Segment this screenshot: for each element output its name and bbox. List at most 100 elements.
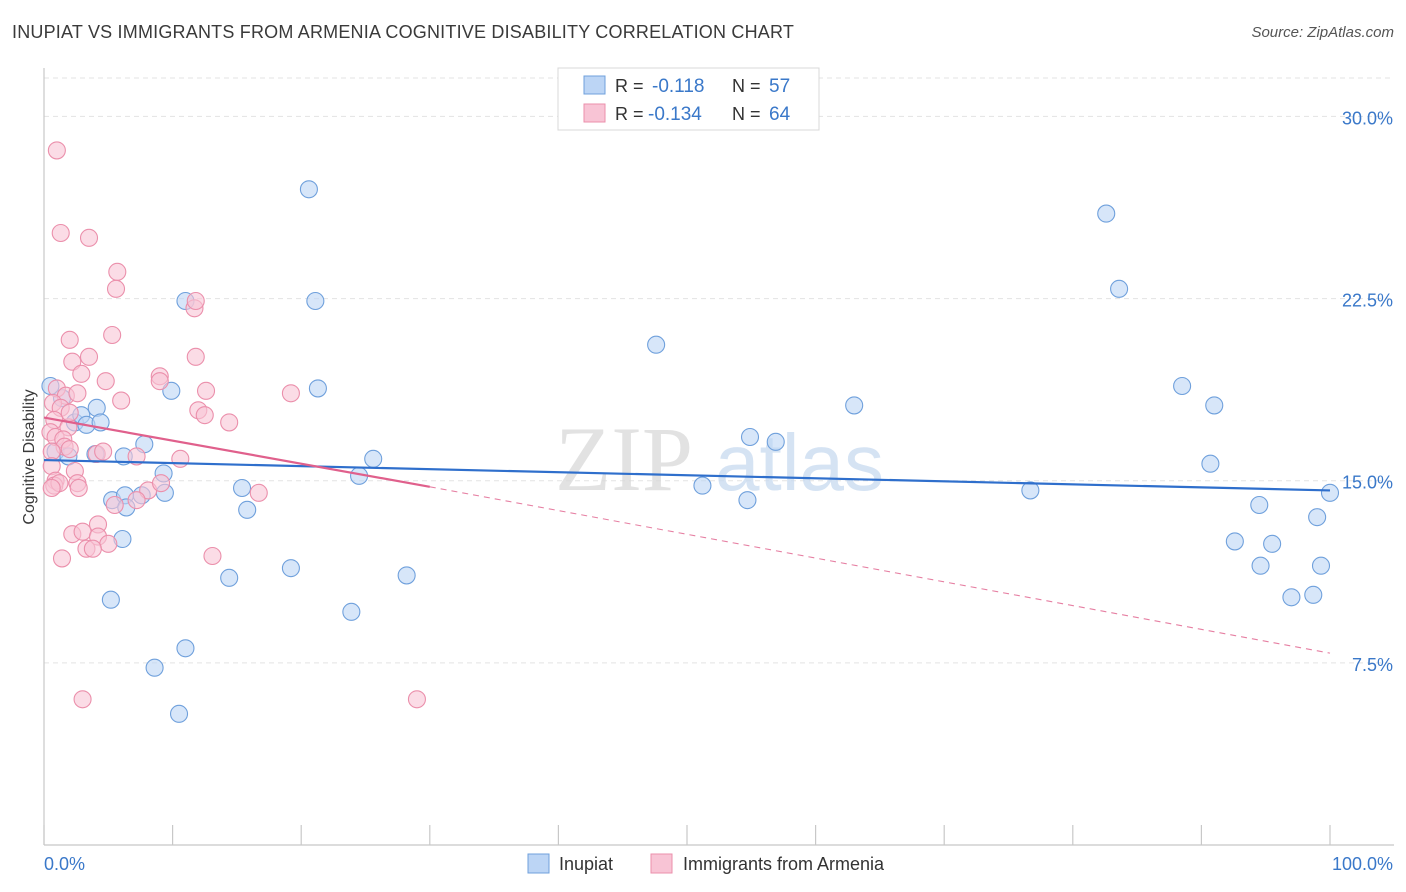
inupiat-point-53 <box>1304 585 1323 604</box>
armenia-point-9 <box>79 347 99 366</box>
armenia-point-15 <box>150 372 169 391</box>
legend-box: R = -0.118 N = 57 R = -0.134 N = 64 <box>557 67 820 131</box>
grid-lines <box>44 77 1394 664</box>
legend-n-value-2: 64 <box>769 104 791 125</box>
y-axis-label: Cognitive Disability <box>21 389 38 524</box>
armenia-trend-line-extension <box>429 486 1331 654</box>
inupiat-point-38 <box>738 491 757 510</box>
inupiat-point-12 <box>101 590 120 609</box>
armenia-point-11 <box>63 352 82 371</box>
armenia-point-6 <box>186 291 205 311</box>
inupiat-point-41 <box>845 396 864 415</box>
inupiat-point-32 <box>220 568 239 587</box>
inupiat-point-27 <box>308 379 327 398</box>
armenia-point-62 <box>60 403 79 422</box>
bottom-legend-inupiat: Inupiat <box>559 854 613 874</box>
inupiat-point-36 <box>647 335 666 354</box>
legend-r-value-1: -0.118 <box>652 76 704 97</box>
y-tick-label-3: 30.0% <box>1342 108 1393 128</box>
inupiat-point-21 <box>176 639 195 658</box>
armenia-point-63 <box>171 449 190 468</box>
armenia-point-45 <box>69 478 88 498</box>
inupiat-point-30 <box>238 500 257 519</box>
armenia-point-28 <box>220 413 239 432</box>
armenia-point-52 <box>83 539 102 558</box>
armenia-point-0 <box>47 141 66 160</box>
inupiat-point-35 <box>397 566 416 585</box>
armenia-point-27 <box>195 406 214 425</box>
bottom-legend-swatch-armenia <box>650 853 673 874</box>
inupiat-point-18 <box>145 658 164 677</box>
armenia-point-10 <box>186 347 205 366</box>
inupiat-point-49 <box>1250 495 1269 515</box>
armenia-point-35 <box>94 442 113 461</box>
y-tick-label-2: 22.5% <box>1342 291 1393 311</box>
inupiat-point-33 <box>162 381 181 400</box>
armenia-point-3 <box>108 262 127 281</box>
inupiat-point-46 <box>1201 454 1220 473</box>
armenia-point-12 <box>72 364 91 383</box>
inupiat-point-47 <box>1205 396 1224 415</box>
legend-n-value-1: 57 <box>769 76 790 97</box>
bottom-legend-swatch-inupiat <box>527 853 550 874</box>
armenia-point-36 <box>127 447 146 466</box>
armenia-point-7 <box>103 325 122 345</box>
inupiat-point-26 <box>306 291 325 311</box>
inupiat-point-40 <box>766 432 785 451</box>
legend-r-value-2: -0.134 <box>648 104 702 125</box>
inupiat-point-45 <box>1173 376 1192 396</box>
armenia-point-33 <box>60 440 79 459</box>
axes <box>43 68 1394 846</box>
armenia-point-60 <box>127 491 146 510</box>
watermark-zip: ZIP <box>555 408 693 510</box>
bottom-legend-armenia: Immigrants from Armenia <box>683 854 885 874</box>
inupiat-point-48 <box>1225 532 1244 551</box>
armenia-point-59 <box>151 474 171 493</box>
inupiat-point-56 <box>1311 556 1331 575</box>
inupiat-point-23 <box>232 478 252 498</box>
armenia-point-19 <box>112 391 131 410</box>
armenia-point-20 <box>196 381 216 400</box>
tick-labels: 7.5% 15.0% 22.5% 30.0% 0.0% 100.0% <box>44 108 1393 874</box>
armenia-point-44 <box>42 478 61 498</box>
armenia-point-13 <box>96 372 115 391</box>
inupiat-point-52 <box>1282 588 1301 607</box>
inupiat-point-51 <box>1251 556 1270 575</box>
armenia-point-4 <box>106 279 126 298</box>
inupiat-point-39 <box>740 427 760 447</box>
inupiat-trend-line <box>43 458 1331 492</box>
bottom-legend: Inupiat Immigrants from Armenia <box>527 853 885 874</box>
inupiat-point-50 <box>1263 534 1282 553</box>
inupiat-point-55 <box>1308 508 1327 527</box>
armenia-point-54 <box>203 546 222 566</box>
legend-r-label-2: R = <box>615 104 644 124</box>
inupiat-point-25 <box>299 180 318 199</box>
armenia-point-8 <box>60 330 79 349</box>
armenia-point-56 <box>407 690 426 709</box>
armenia-point-48 <box>73 522 92 541</box>
armenia-point-21 <box>281 384 300 403</box>
inupiat-point-54 <box>1320 483 1340 502</box>
inupiat-point-42 <box>1021 481 1040 500</box>
inupiat-point-20 <box>169 704 189 723</box>
inupiat-point-34 <box>364 449 383 468</box>
watermark-atlas: atlas <box>715 418 884 507</box>
armenia-point-55 <box>73 690 92 709</box>
armenia-trend-line <box>43 416 430 488</box>
armenia-point-2 <box>79 228 99 247</box>
legend-n-label-1: N = <box>732 76 761 96</box>
legend-n-label-2: N = <box>732 104 761 124</box>
chart-source: Source: ZipAtlas.com <box>1251 24 1394 41</box>
armenia-point-18 <box>68 384 87 403</box>
chart-title: INUPIAT VS IMMIGRANTS FROM ARMENIA COGNI… <box>12 22 795 42</box>
legend-swatch-armenia <box>583 103 606 123</box>
inupiat-point-29 <box>342 602 361 621</box>
legend-swatch-inupiat <box>583 75 606 95</box>
armenia-point-51 <box>99 534 118 553</box>
y-tick-label-0: 7.5% <box>1352 655 1393 675</box>
armenia-point-53 <box>52 549 72 568</box>
armenia-point-57 <box>105 495 124 515</box>
armenia-point-1 <box>51 223 70 243</box>
inupiat-point-37 <box>693 476 712 495</box>
